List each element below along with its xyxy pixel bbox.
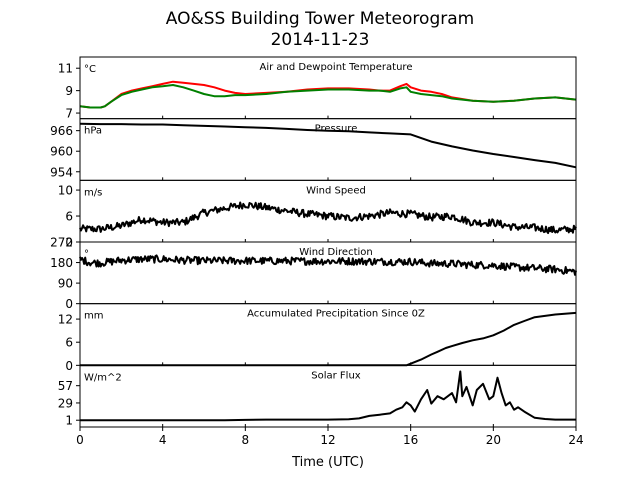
panel-title-2: Wind Speed xyxy=(306,185,366,196)
y-tick-label-3-180: 180 xyxy=(50,256,73,270)
y-tick-label-0-7: 7 xyxy=(65,107,73,121)
y-tick-label-0-11: 11 xyxy=(58,62,73,76)
x-tick-label-8: 8 xyxy=(242,433,250,447)
panel-unit-0: °C xyxy=(84,64,96,75)
y-tick-label-5-57: 57 xyxy=(58,379,73,393)
panel-title-4: Accumulated Precipitation Since 0Z xyxy=(247,309,425,320)
chart-subtitle: 2014-11-23 xyxy=(271,30,370,50)
y-tick-label-5-1: 1 xyxy=(65,414,73,428)
y-tick-label-0-9: 9 xyxy=(65,84,73,98)
panel-unit-2: m/s xyxy=(84,187,102,198)
series-line-2-0 xyxy=(79,201,577,235)
panel-unit-5: W/m^2 xyxy=(84,372,122,383)
panel-0: 7 9 11 Air and Dewpoint Temperature °C xyxy=(58,56,577,121)
x-tick-label-24: 24 xyxy=(568,433,583,447)
y-tick-label-2-2: 2 xyxy=(65,236,73,250)
series-line-1-0 xyxy=(79,122,577,169)
y-tick-label-3-270: 270 xyxy=(50,236,73,250)
panel-title-1: Pressure xyxy=(315,124,358,135)
series-line-0-1 xyxy=(79,84,577,109)
x-tick-label-20: 20 xyxy=(486,433,501,447)
x-axis-label: Time (UTC) xyxy=(291,455,364,470)
panel-title-0: Air and Dewpoint Temperature xyxy=(260,62,413,73)
x-tick-label-0: 0 xyxy=(76,433,84,447)
series-line-5-0 xyxy=(80,370,576,422)
y-tick-label-4-6: 6 xyxy=(65,336,73,350)
panel-4: 0 6 12 Accumulated Precipitation Since 0Z mm xyxy=(58,303,577,373)
chart-title: AO&SS Building Tower Meteorogram xyxy=(166,9,474,29)
x-tick-label-12: 12 xyxy=(320,433,335,447)
panel-2: 2 6 10 Wind Speed m/s xyxy=(58,179,577,250)
x-tick-label-16: 16 xyxy=(403,433,418,447)
y-tick-label-1-960: 960 xyxy=(50,145,73,159)
panel-1: 954 960 966 Pressure hPa xyxy=(50,118,577,181)
x-axis: 0 4 8 12 16 20 24 xyxy=(76,427,584,447)
panel-unit-4: mm xyxy=(84,311,103,322)
series-line-3-0 xyxy=(79,254,577,276)
y-tick-label-1-954: 954 xyxy=(50,165,73,179)
y-tick-label-1-966: 966 xyxy=(50,124,73,138)
y-tick-label-3-90: 90 xyxy=(58,277,73,291)
y-tick-label-4-12: 12 xyxy=(58,313,73,327)
panels: 7 9 11 Air and Dewpoint Temperature °C 954 960… xyxy=(50,56,577,428)
y-tick-label-4-0: 0 xyxy=(65,359,73,373)
series-line-0-0 xyxy=(79,80,577,109)
panel-unit-1: hPa xyxy=(84,126,102,137)
panel-5: 1 29 57 Solar Flux W/m^2 xyxy=(58,364,577,428)
y-tick-label-2-6: 6 xyxy=(65,210,73,224)
panel-title-3: Wind Direction xyxy=(299,247,373,258)
panel-title-5: Solar Flux xyxy=(311,370,361,381)
y-tick-label-2-10: 10 xyxy=(58,184,73,198)
x-tick-label-4: 4 xyxy=(159,433,167,447)
panel-3: 0 90 180 270 Wind Direction ° xyxy=(50,236,577,311)
y-tick-label-5-29: 29 xyxy=(58,396,73,410)
panel-unit-3: ° xyxy=(84,249,89,260)
series-line-4-0 xyxy=(80,311,577,367)
y-tick-label-3-0: 0 xyxy=(65,297,73,311)
